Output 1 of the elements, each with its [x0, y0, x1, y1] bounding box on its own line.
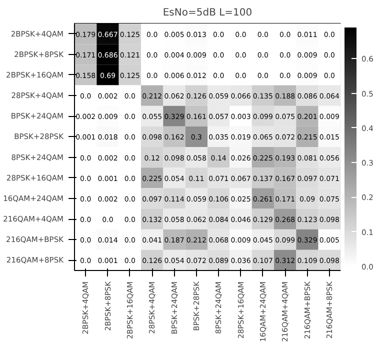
chart-title: EsNo=5dB L=100 [162, 8, 252, 18]
